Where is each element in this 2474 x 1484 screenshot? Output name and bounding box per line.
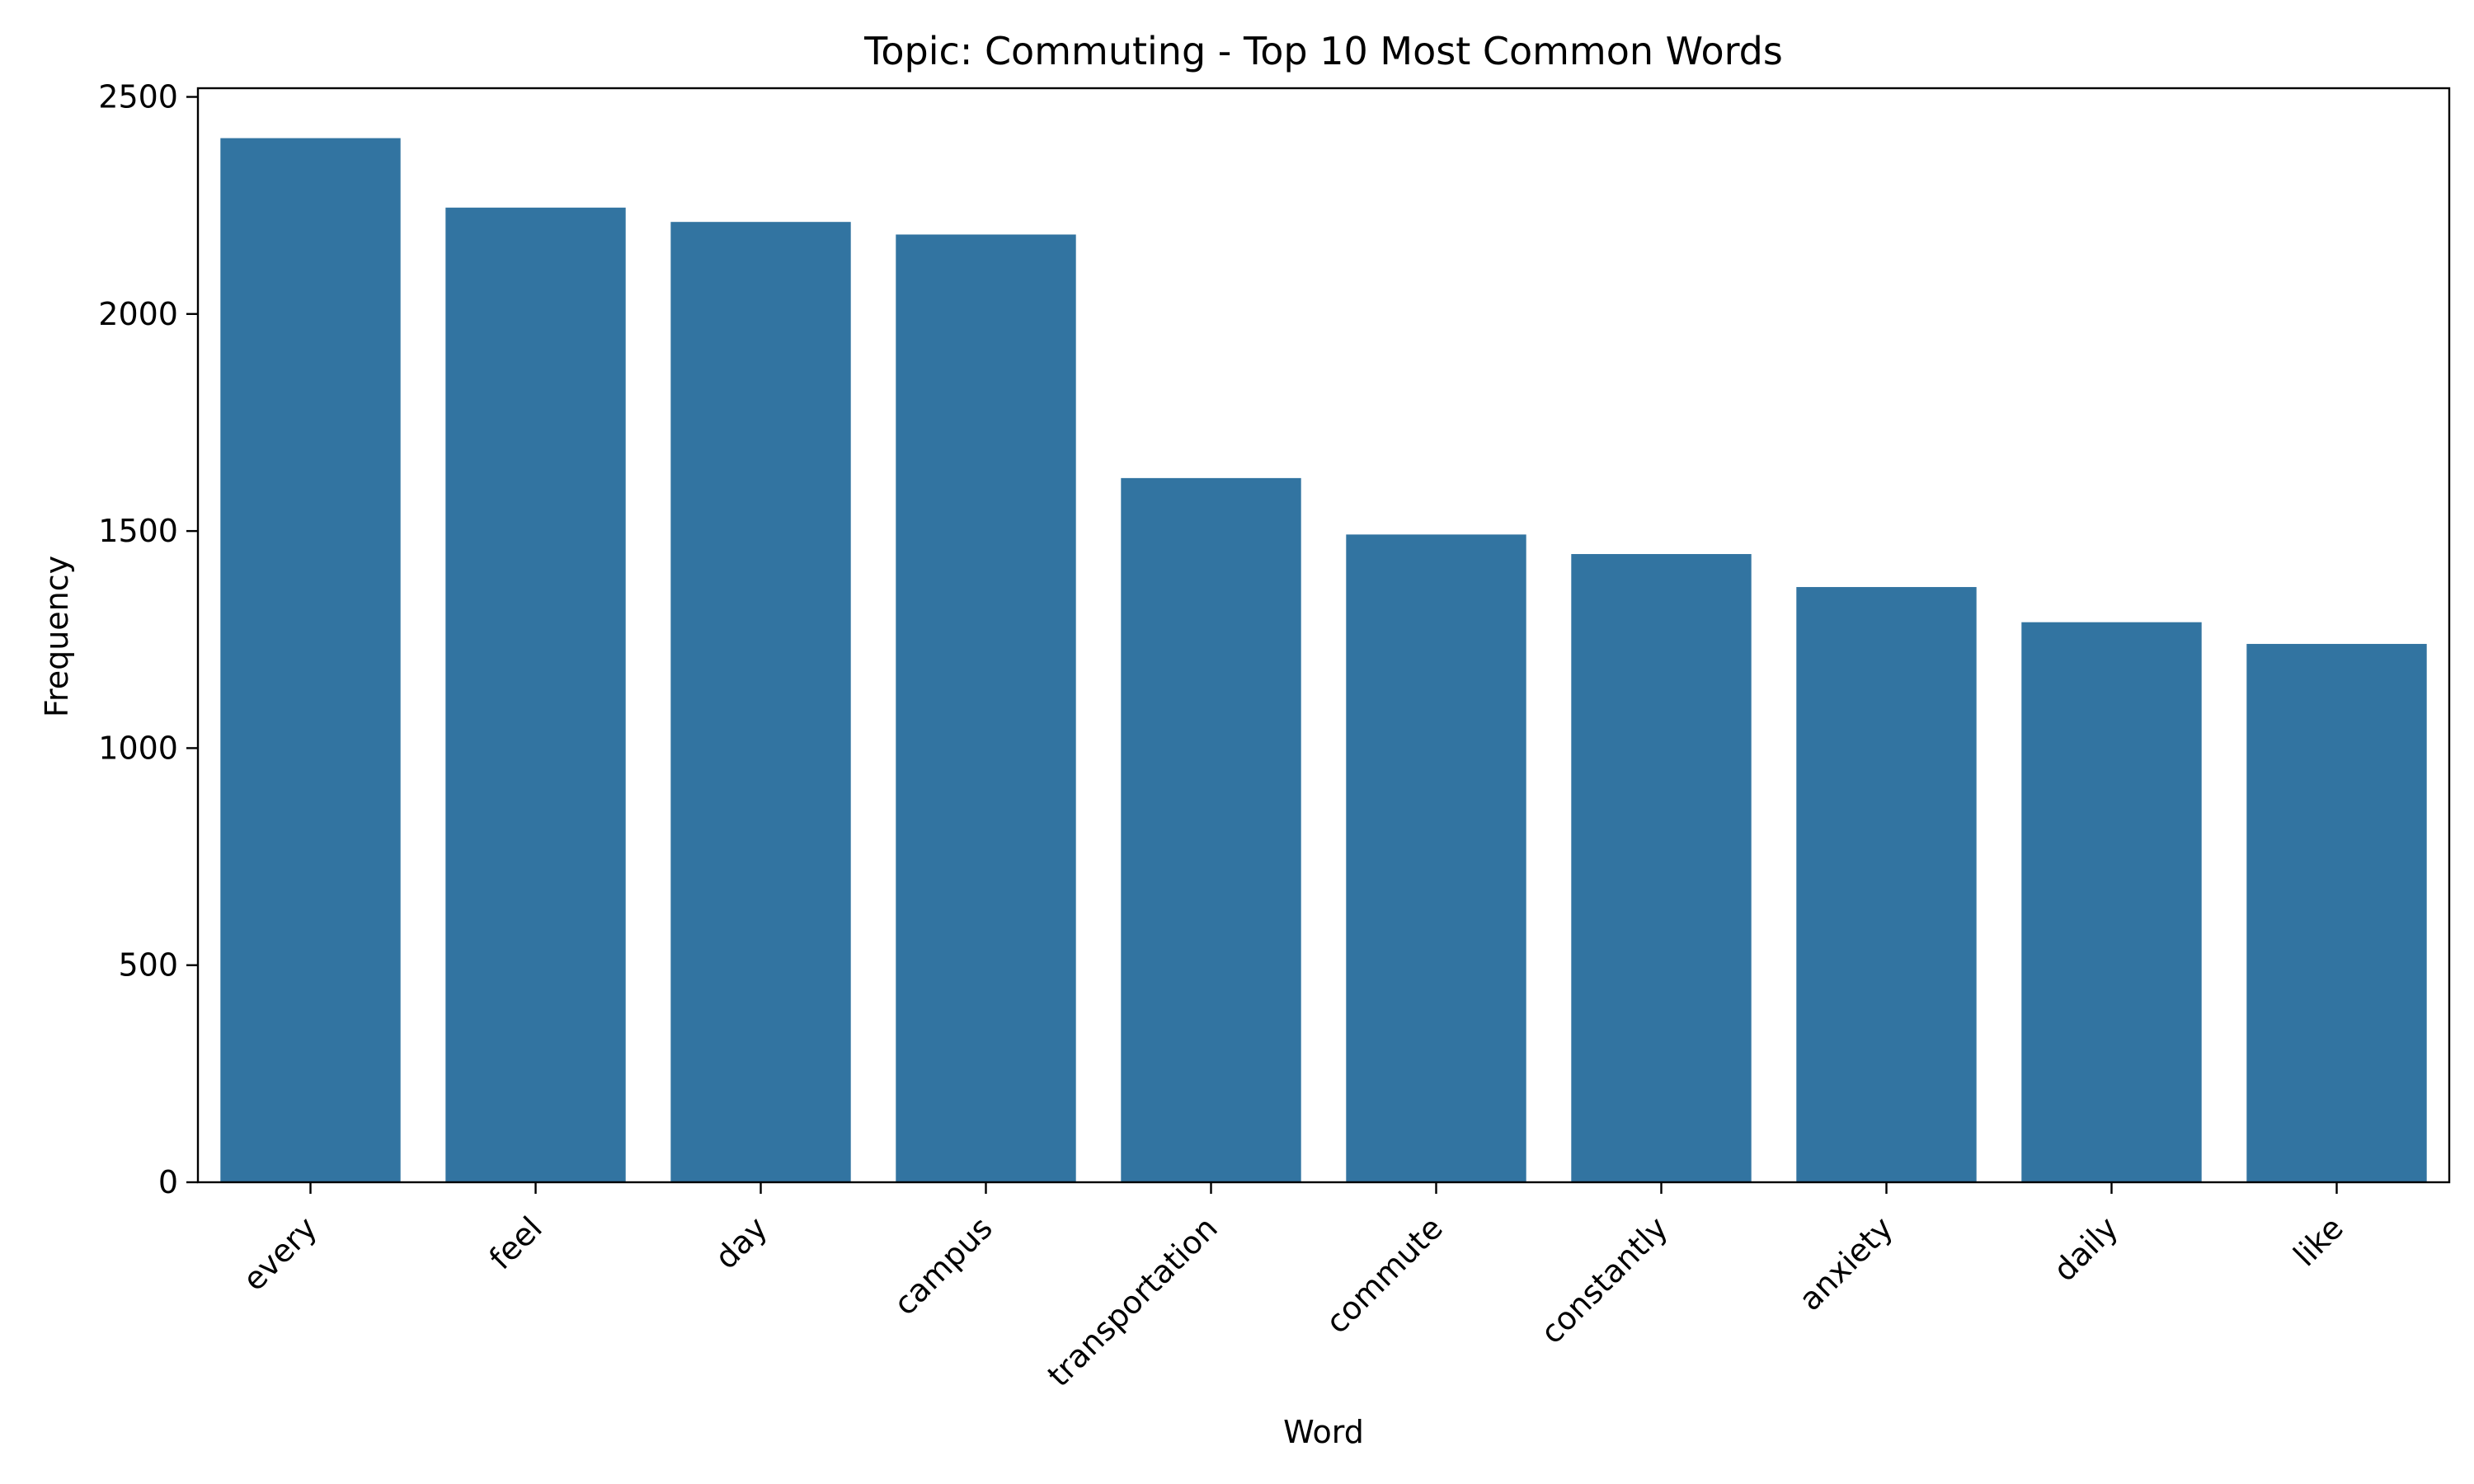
y-axis-label: Frequency	[39, 556, 75, 717]
y-tick-label: 1500	[98, 513, 178, 549]
x-axis: every feel day campus transportation commute c…	[236, 1182, 2350, 1393]
x-tick-label: transportation	[1041, 1209, 1225, 1393]
x-tick-label: campus	[887, 1209, 999, 1322]
y-tick-label: 2000	[98, 296, 178, 332]
y-tick-label: 2500	[98, 79, 178, 115]
bar-campus	[896, 234, 1076, 1182]
bar-transportation	[1121, 477, 1301, 1182]
x-tick-label: every	[236, 1209, 324, 1298]
bar-like	[2246, 644, 2427, 1182]
x-tick-label: like	[2287, 1209, 2350, 1273]
bar-commute	[1346, 534, 1526, 1182]
x-tick-label: day	[708, 1209, 774, 1276]
chart-title: Topic: Commuting - Top 10 Most Common Wo…	[863, 29, 1783, 73]
y-tick-label: 1000	[98, 730, 178, 766]
y-tick-label: 0	[158, 1164, 178, 1200]
bar-feel	[445, 207, 626, 1182]
bar-every	[220, 138, 401, 1183]
x-axis-label: Word	[1283, 1414, 1364, 1450]
bar-daily	[2021, 622, 2202, 1182]
bars-group	[220, 138, 2427, 1183]
bar-anxiety	[1796, 587, 1977, 1182]
y-tick-label: 500	[118, 947, 178, 984]
x-tick-label: constantly	[1534, 1209, 1675, 1350]
plot-frame	[196, 87, 2451, 1184]
x-tick-label: anxiety	[1792, 1209, 1900, 1317]
bar-constantly	[1571, 554, 1752, 1182]
bar-day	[670, 222, 851, 1182]
x-tick-label: feel	[482, 1209, 549, 1276]
x-tick-label: commute	[1319, 1209, 1450, 1341]
x-tick-label: daily	[2046, 1209, 2124, 1288]
y-axis: 0 500 1000 1500 2000 2500	[98, 79, 198, 1200]
